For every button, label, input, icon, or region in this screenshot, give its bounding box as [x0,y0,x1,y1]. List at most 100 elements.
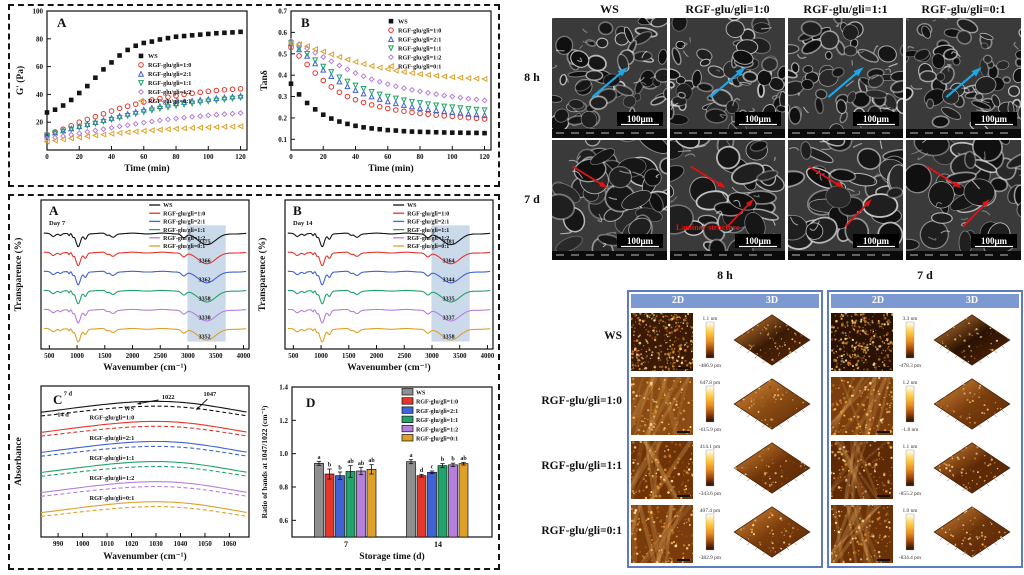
svg-text:0.2: 0.2 [278,114,287,122]
svg-text:3000: 3000 [425,353,439,360]
svg-text:RGF-glu/gli=1:2: RGF-glu/gli=1:2 [163,236,205,242]
svg-text:0.1: 0.1 [278,136,287,144]
sem-image: 100μm Laminar structure [670,140,785,260]
svg-text:WS: WS [416,391,426,397]
svg-text:3500: 3500 [209,353,223,360]
chart-ftir-day14: 500 1000 1500 2000 2500 3000 3500 4000 Wavenumbe… [257,199,495,373]
svg-text:0: 0 [289,153,293,161]
svg-text:120: 120 [479,153,490,161]
svg-text:80: 80 [36,35,44,43]
sem-image: 100μm [552,140,667,260]
svg-text:0.7: 0.7 [278,8,287,16]
svg-text:RGF-glu/gli=0:1: RGF-glu/gli=0:1 [407,244,449,250]
sem-scale-bar-label: 100μm [981,114,1008,124]
svg-text:0.6: 0.6 [279,517,288,525]
afm-row: 1.1 nm -486.9 pm [629,310,821,374]
afm-row: 647.8 pm -615.9 pm [629,374,821,438]
svg-text:ab: ab [368,458,375,464]
afm-column-header: 2D [671,295,685,306]
afm-row-label: RGF-glu/gli=1:1 [541,460,622,472]
chart-storage-modulus: 0 20 40 60 80 100 120 20 40 60 80 100 Time (min) G' (… [15,8,248,174]
sem-row-label: 7 d [524,192,540,206]
sem-scale-bar-label: 100μm [863,236,890,246]
sem-row-label: 8 h [524,70,540,84]
svg-text:RGF-glu/gli=1:1: RGF-glu/gli=1:1 [398,45,441,52]
afm-column-header: 3D [965,295,979,306]
svg-text:3375: 3375 [199,239,211,245]
svg-text:b: b [441,457,445,463]
sem-image: 100μm [906,18,1021,138]
svg-text:1000: 1000 [70,353,84,360]
afm-row: 407.4 pm -382.9 pm [629,502,821,566]
svg-text:60: 60 [140,153,148,161]
svg-text:3337: 3337 [443,316,455,322]
svg-text:2500: 2500 [397,353,411,360]
svg-text:c: c [431,465,434,471]
ftir-panel-group: 500 1000 1500 2000 2500 3000 3500 4000 Wavenumbe… [8,194,500,570]
svg-text:WS: WS [124,405,134,412]
sem-scale-bar-label: 100μm [745,114,772,124]
afm-2d-image [831,441,893,499]
svg-text:WS: WS [398,18,408,25]
svg-text:100: 100 [447,153,458,161]
svg-text:b: b [451,457,455,463]
afm-scale-max: 1.1 nm [903,444,919,450]
afm-height-scale: 647.8 pm -615.9 pm [699,380,722,433]
svg-text:RGF-glu/gli=2:1: RGF-glu/gli=2:1 [398,36,441,43]
svg-text:80: 80 [173,153,181,161]
svg-text:1.4: 1.4 [279,384,288,392]
chart-band-ratio: 0.6 0.8 1.0 1.2 1.4 Ratio of bands at 1047/10… [260,384,493,562]
afm-block-header: 2D 3D [831,294,1019,308]
svg-text:RGF-glu/gli=0:1: RGF-glu/gli=0:1 [398,63,441,70]
afm-scale-min: -855.2 pm [899,491,922,497]
sem-image: 100μm [906,140,1021,260]
afm-scale-max: 407.4 pm [700,508,721,514]
afm-block-8h: 2D 3D 1.1 nm -486.9 pm 647.8 pm -615.9 pm 414.… [627,290,823,568]
svg-text:RGF-glu/gli=2:1: RGF-glu/gli=2:1 [416,409,458,415]
svg-text:Storage time (d): Storage time (d) [359,551,424,562]
afm-scale-min: -834.4 pm [899,555,922,561]
svg-text:RGF-glu/gli=1:1: RGF-glu/gli=1:1 [407,228,449,234]
sem-column-header: RGF-glu/gli=1:1 [803,2,888,16]
sem-column-header: RGF-glu/gli=1:0 [685,2,770,16]
svg-text:RGF-glu/gli=1:0: RGF-glu/gli=1:0 [398,27,441,34]
svg-text:14 d: 14 d [57,412,69,419]
svg-text:b: b [328,463,332,469]
svg-text:RGF-glu/gli=1:1: RGF-glu/gli=1:1 [90,455,135,462]
afm-3d-image [733,442,811,494]
sem-scale-bar-label: 100μm [627,236,654,246]
svg-text:RGF-glu/gli=1:0: RGF-glu/gli=1:0 [148,62,191,69]
afm-height-scale: 1.1 nm -855.2 pm [899,444,922,497]
afm-row: 414.1 pm -343.6 pm [629,438,821,502]
svg-text:Absorbance: Absorbance [14,437,24,486]
svg-text:40: 40 [108,153,116,161]
svg-text:1022: 1022 [162,394,175,401]
svg-text:1040: 1040 [174,541,188,548]
svg-text:3500: 3500 [453,353,467,360]
chart-tan-delta: 0 20 40 60 80 100 120 0.1 0.2 0.3 0.4 0.5 0.6 0.7 Time… [260,8,492,174]
svg-text:3000: 3000 [181,353,195,360]
afm-3d-image [733,314,811,366]
svg-text:7 d: 7 d [64,391,73,398]
svg-text:Ratio of bands at 1047/1022 (c: Ratio of bands at 1047/1022 (cm⁻¹) [260,405,269,518]
svg-text:40: 40 [36,91,44,99]
afm-scale-min: -478.3 pm [899,363,922,369]
svg-text:Transparence (%): Transparence (%) [13,238,24,312]
svg-text:4000: 4000 [481,353,495,360]
svg-text:3352: 3352 [199,335,211,341]
svg-text:3330: 3330 [199,316,211,322]
afm-scale-max: 3.3 nm [903,316,919,322]
afm-2d-image [631,313,693,371]
svg-text:3362: 3362 [199,278,211,284]
afm-height-scale: 1.0 nm -834.4 pm [899,508,922,561]
svg-text:Wavenumber (cm⁻¹): Wavenumber (cm⁻¹) [103,551,186,562]
svg-text:RGF-glu/gli=2:1: RGF-glu/gli=2:1 [148,71,191,78]
afm-scale-min: -382.9 pm [699,555,722,561]
svg-text:0.6: 0.6 [278,29,287,37]
afm-scale-max: 1.0 nm [903,508,919,514]
afm-scale-max: 647.8 pm [700,380,721,386]
afm-row-label: RGF-glu/gli=1:0 [541,395,622,407]
svg-text:7: 7 [344,540,348,549]
afm-3d-image [933,506,1011,558]
